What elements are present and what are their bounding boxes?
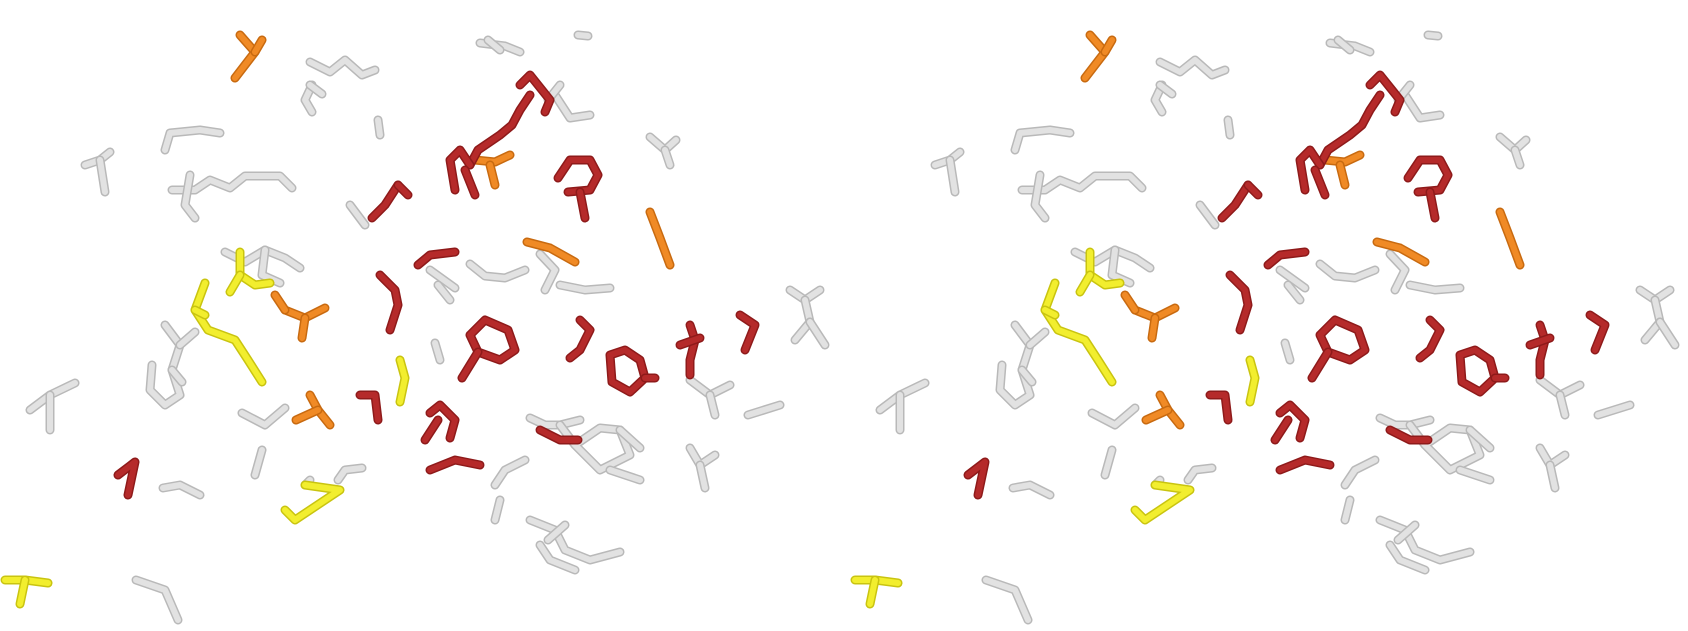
stereo-view-left — [5, 35, 825, 620]
molecule-right — [855, 35, 1675, 620]
molecule-left — [5, 35, 825, 620]
stereo-view-right — [855, 35, 1675, 620]
